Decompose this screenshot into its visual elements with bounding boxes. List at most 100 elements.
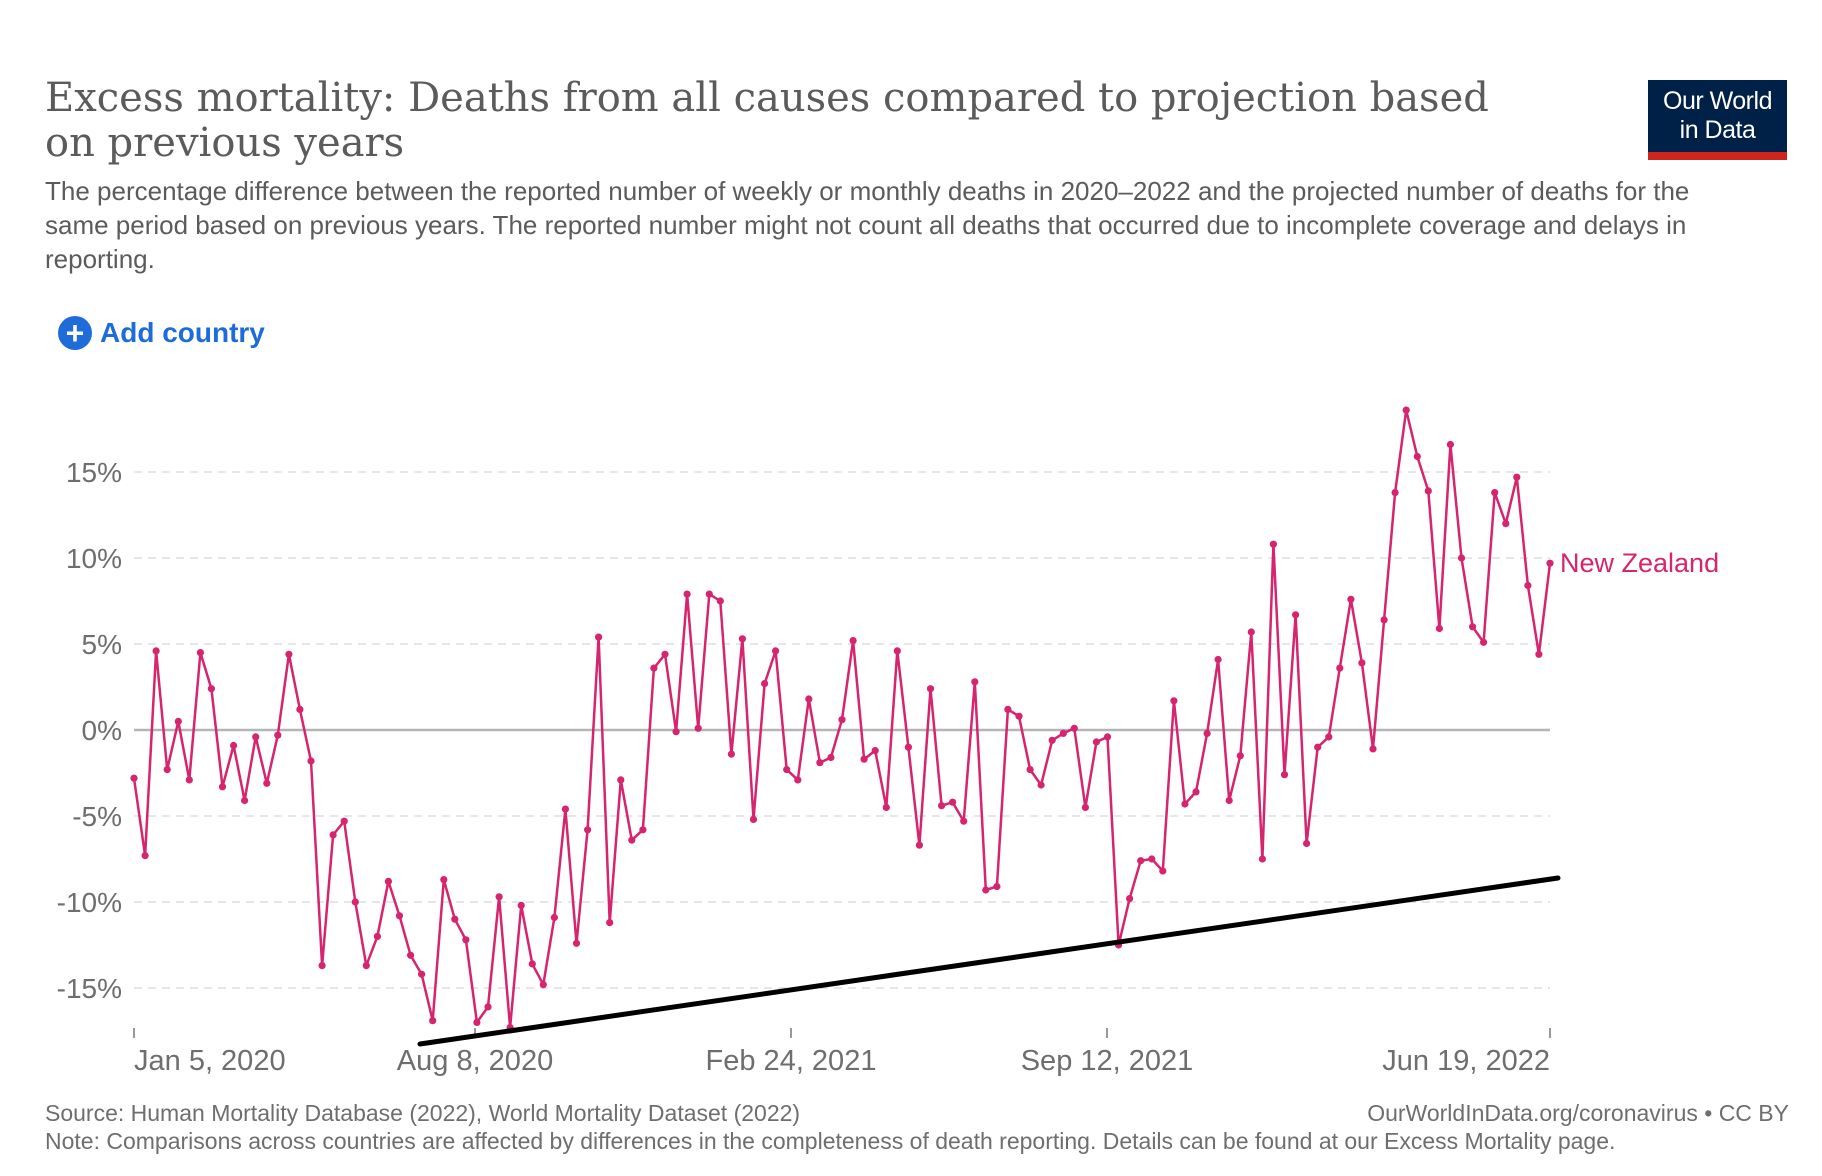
data-point — [340, 817, 348, 825]
data-point — [993, 882, 1001, 891]
data-point — [185, 776, 193, 784]
data-point — [1203, 729, 1211, 737]
data-point — [949, 798, 957, 806]
data-point — [1026, 766, 1034, 774]
data-point — [1457, 554, 1466, 562]
data-point — [384, 877, 392, 885]
data-point — [241, 796, 249, 805]
data-point — [816, 759, 824, 767]
x-tick-label: Aug 8, 2020 — [397, 1045, 553, 1077]
chart-subtitle: The percentage difference between the re… — [45, 176, 1690, 274]
data-point — [1358, 659, 1366, 667]
grid-lines — [134, 471, 1550, 989]
data-point — [1258, 855, 1266, 863]
data-point — [130, 774, 138, 782]
data-point — [628, 836, 636, 844]
owid-logo[interactable]: Our World in Data — [1648, 80, 1787, 160]
data-point — [517, 901, 525, 910]
data-point — [606, 919, 614, 927]
data-point — [1446, 440, 1454, 449]
y-tick-label: 0% — [82, 715, 122, 746]
data-point — [794, 776, 802, 784]
data-point — [1081, 803, 1089, 811]
y-axis-ticks: 15% 10% 5% 0% -5% -10% -15% — [57, 457, 122, 1004]
source-note: Source: Human Mortality Database (2022),… — [45, 1100, 801, 1126]
data-point — [539, 981, 547, 989]
series-label-new-zealand: New Zealand — [1560, 548, 1719, 578]
data-point — [451, 915, 459, 923]
data-point — [163, 766, 171, 774]
source-link[interactable]: OurWorldInData.org/coronavirus • CC BY — [1367, 1100, 1789, 1126]
data-point — [650, 664, 658, 672]
data-point — [296, 705, 304, 713]
data-point — [141, 852, 149, 860]
data-point — [1170, 697, 1178, 705]
data-point — [1402, 406, 1410, 414]
data-point — [938, 802, 946, 810]
y-tick-label: -10% — [57, 887, 122, 918]
data-point — [584, 826, 592, 834]
data-point — [362, 962, 370, 970]
footnote: Note: Comparisons across countries are a… — [45, 1128, 1616, 1154]
data-point — [572, 939, 581, 947]
data-point — [1369, 745, 1377, 753]
data-point — [274, 731, 282, 739]
add-country-label: Add country — [100, 317, 265, 348]
data-point — [926, 685, 935, 693]
data-point — [1480, 638, 1488, 646]
data-point — [407, 951, 415, 959]
data-point — [960, 817, 968, 825]
data-point — [915, 841, 924, 849]
data-point — [1148, 855, 1156, 863]
data-point — [395, 912, 404, 920]
add-country-button[interactable]: + Add country — [58, 316, 265, 350]
data-point — [373, 932, 381, 941]
data-point — [1280, 771, 1289, 779]
trend-line — [417, 875, 1561, 1047]
data-point — [351, 898, 359, 906]
data-point — [805, 695, 813, 703]
data-point — [1413, 452, 1421, 461]
data-point — [307, 757, 315, 765]
data-point — [528, 960, 536, 968]
data-point — [1513, 473, 1521, 481]
data-point — [318, 962, 326, 970]
x-tick-label: Jan 5, 2020 — [134, 1045, 286, 1077]
data-point — [639, 826, 647, 834]
data-point — [849, 637, 857, 645]
data-point — [174, 717, 182, 725]
data-point — [218, 783, 227, 791]
data-point — [1535, 650, 1543, 658]
data-point — [207, 685, 215, 693]
y-tick-label: 5% — [82, 629, 122, 660]
data-point — [617, 776, 625, 784]
data-point — [749, 815, 758, 823]
data-point — [1491, 489, 1499, 497]
x-tick-label: Jun 19, 2022 — [1382, 1045, 1550, 1077]
data-point — [1048, 736, 1056, 744]
data-point — [1103, 733, 1112, 741]
data-point — [705, 590, 713, 598]
data-point — [1336, 664, 1344, 672]
data-point — [1391, 489, 1399, 497]
data-point — [1247, 628, 1255, 636]
plus-circle-icon: + — [58, 316, 92, 350]
data-point — [772, 647, 780, 655]
data-point — [1037, 781, 1045, 789]
data-point — [1469, 623, 1477, 631]
data-point — [230, 741, 238, 750]
logo-accent-bar — [1648, 152, 1787, 160]
data-point — [1303, 839, 1311, 848]
y-tick-label: 15% — [66, 457, 122, 488]
data-point — [672, 728, 680, 736]
data-point — [1159, 867, 1167, 875]
data-point — [1380, 616, 1388, 624]
data-point — [982, 886, 990, 894]
line-chart: 15% 10% 5% 0% -5% -10% -15% Jan 5, 2020 Aug 8, … — [57, 406, 1719, 1077]
data-point — [1269, 540, 1277, 548]
y-tick-label: -15% — [57, 973, 122, 1004]
data-point — [1137, 857, 1145, 865]
data-point — [1325, 733, 1333, 741]
data-point — [440, 876, 448, 884]
logo-line-2: in Data — [1679, 116, 1756, 144]
